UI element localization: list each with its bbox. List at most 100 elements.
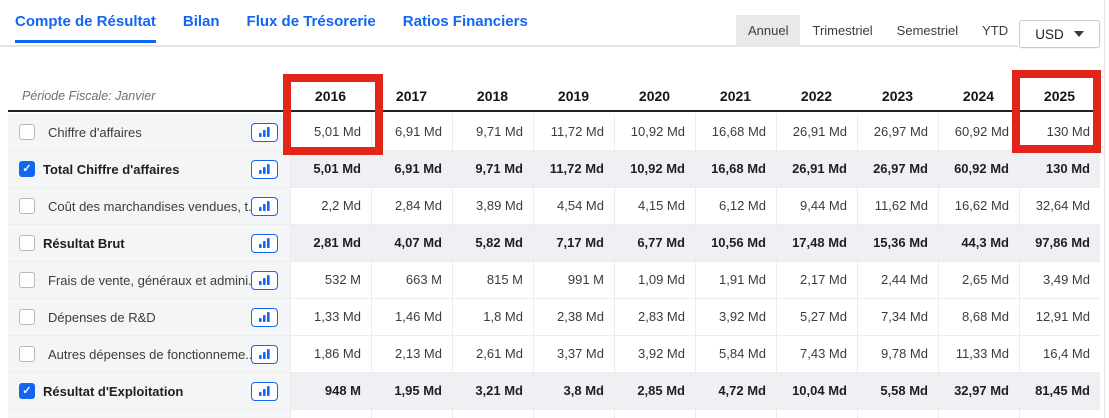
period-button-semestriel[interactable]: Semestriel (896, 23, 959, 38)
value-2020: 10,92 Md (614, 114, 695, 150)
value-2022: 26,91 Md (776, 151, 857, 187)
row-checkbox[interactable] (19, 124, 35, 140)
value-2018: 9,71 Md (452, 151, 533, 187)
value-2023: 9,78 Md (857, 336, 938, 372)
row-checkbox[interactable] (19, 272, 35, 288)
bar-chart-icon (259, 164, 270, 174)
tab-bilan[interactable]: Bilan (182, 13, 220, 30)
chevron-down-icon (1073, 31, 1084, 37)
tab-flux-de-tr-sorerie[interactable]: Flux de Trésorerie (246, 13, 376, 30)
year-header-2023: 2023 (881, 88, 914, 104)
value-2021: 1,91 Md (695, 262, 776, 298)
value-2020: 4,15 Md (614, 188, 695, 224)
period-button-ytd[interactable]: YTD (982, 23, 1009, 38)
row-label: Total Chiffre d'affaires (43, 161, 180, 177)
currency-dropdown[interactable]: USD (1019, 20, 1100, 48)
value-2024: 60,92 Md (938, 151, 1019, 187)
row-label-cell: Résultat Brut (8, 225, 290, 261)
row-label: Frais de vente, généraux et admini... (48, 272, 251, 288)
row-label-cell: Dépenses de R&D (8, 299, 290, 335)
value-2022: 9,44 Md (776, 188, 857, 224)
value-2024 (938, 410, 1019, 418)
value-2018: 5,82 Md (452, 225, 533, 261)
tab-ratios-financiers[interactable]: Ratios Financiers (402, 13, 528, 30)
value-2025 (1019, 410, 1100, 418)
table-row-frais-de-vente-g-n-raux-et-admini: Frais de vente, généraux et admini... 532… (8, 262, 1100, 299)
tabbar-divider (0, 45, 1018, 47)
value-2018: 2,61 Md (452, 336, 533, 372)
row-checkbox[interactable] (19, 346, 35, 362)
value-2018: 815 M (452, 262, 533, 298)
open-chart-button[interactable] (251, 159, 278, 179)
row-checkbox[interactable] (19, 383, 35, 399)
open-chart-button[interactable] (251, 381, 278, 401)
value-2016: 5,01 Md (290, 114, 371, 150)
open-chart-button[interactable] (251, 122, 278, 142)
bar-chart-icon (259, 127, 270, 137)
value-2023: 5,58 Md (857, 373, 938, 409)
tab-compte-de-r-sultat[interactable]: Compte de Résultat (15, 13, 156, 43)
value-2016: 5,01 Md (290, 151, 371, 187)
value-2024: 32,97 Md (938, 373, 1019, 409)
value-2016: 1,86 Md (290, 336, 371, 372)
year-header-2020: 2020 (638, 88, 671, 104)
table-row-autres-d-penses-de-fonctionneme: Autres dépenses de fonctionneme... 1,86 M… (8, 336, 1100, 373)
period-button-annuel[interactable]: Annuel (736, 15, 801, 46)
value-2024: 11,33 Md (938, 336, 1019, 372)
value-2016: 2,2 Md (290, 188, 371, 224)
value-2023: 2,44 Md (857, 262, 938, 298)
open-chart-button[interactable] (251, 344, 278, 364)
value-2024: 60,92 Md (938, 114, 1019, 150)
value-2019: 11,72 Md (533, 114, 614, 150)
value-2019: 11,72 Md (533, 151, 614, 187)
year-header-2025: 2025 (1043, 88, 1076, 104)
value-2024: 44,3 Md (938, 225, 1019, 261)
value-2016 (290, 410, 371, 418)
value-2023: 11,62 Md (857, 188, 938, 224)
open-chart-button[interactable] (251, 270, 278, 290)
value-2017: 6,91 Md (371, 151, 452, 187)
period-button-trimestriel[interactable]: Trimestriel (812, 23, 873, 38)
value-2024: 2,65 Md (938, 262, 1019, 298)
table-row-co-t-des-marchandises-vendues-t: Coût des marchandises vendues, t... 2,2 M… (8, 188, 1100, 225)
fiscal-period-cell: Période Fiscale: Janvier (8, 82, 290, 110)
fiscal-period-label: Période Fiscale: Janvier (22, 89, 156, 103)
row-label-cell: Résultat d'Exploitation (8, 373, 290, 409)
row-label: Dépenses de R&D (48, 309, 156, 325)
value-2025: 32,64 Md (1019, 188, 1100, 224)
row-label-cell: Total Chiffre d'affaires (8, 151, 290, 187)
value-2017: 1,46 Md (371, 299, 452, 335)
table-header-row: Période Fiscale: Janvier 2016 2017 2018 201… (8, 82, 1100, 112)
value-2022: 10,04 Md (776, 373, 857, 409)
table-row-r-sultat-brut: Résultat Brut 2,81 Md 4,07 Md 5,82 Md 7,17 M… (8, 225, 1100, 262)
page-scrollbar[interactable] (1104, 0, 1105, 418)
open-chart-button[interactable] (251, 196, 278, 216)
row-checkbox[interactable] (19, 198, 35, 214)
value-2017: 663 M (371, 262, 452, 298)
value-2025: 3,49 Md (1019, 262, 1100, 298)
year-header-2024: 2024 (962, 88, 995, 104)
year-header-2016: 2016 (314, 88, 347, 104)
row-label: Autres dépenses de fonctionneme... (48, 346, 251, 362)
row-checkbox[interactable] (19, 161, 35, 177)
year-header-2017: 2017 (395, 88, 428, 104)
value-2023: 26,97 Md (857, 151, 938, 187)
row-label: Chiffre d'affaires (48, 124, 142, 140)
value-2020: 2,83 Md (614, 299, 695, 335)
value-2019: 3,8 Md (533, 373, 614, 409)
row-checkbox[interactable] (19, 309, 35, 325)
value-2022: 26,91 Md (776, 114, 857, 150)
value-2019: 3,37 Md (533, 336, 614, 372)
value-2018: 9,71 Md (452, 114, 533, 150)
value-2017: 6,91 Md (371, 114, 452, 150)
value-2021: 5,84 Md (695, 336, 776, 372)
value-2017: 2,84 Md (371, 188, 452, 224)
open-chart-button[interactable] (251, 307, 278, 327)
bar-chart-icon (259, 275, 270, 285)
value-2016: 2,81 Md (290, 225, 371, 261)
row-label-cell: Coût des marchandises vendues, t... (8, 188, 290, 224)
open-chart-button[interactable] (251, 233, 278, 253)
value-2017: 4,07 Md (371, 225, 452, 261)
value-2019: 7,17 Md (533, 225, 614, 261)
row-checkbox[interactable] (19, 235, 35, 251)
